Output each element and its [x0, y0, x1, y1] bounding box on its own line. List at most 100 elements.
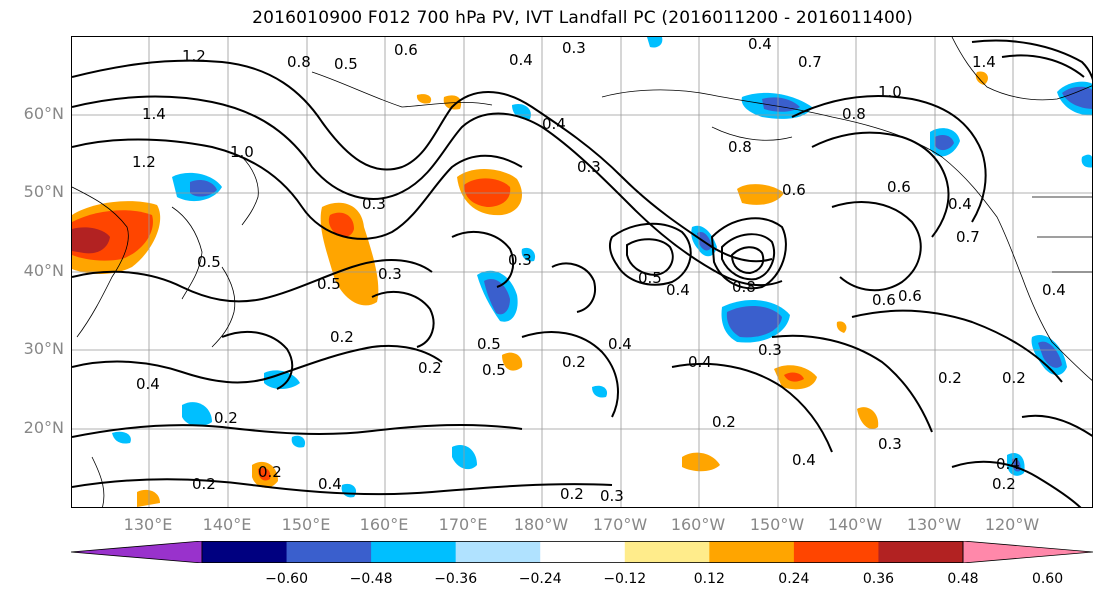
warm-patch	[502, 352, 523, 371]
lat-label-20n: 20°N	[23, 418, 64, 437]
contour-label: 0.2	[938, 369, 962, 387]
colorbar-tick-label: 0.24	[778, 571, 810, 587]
contour-label: 1.0	[878, 83, 902, 101]
lon-label-140e: 140°E	[202, 515, 252, 534]
warm-patch	[975, 71, 988, 85]
warm-patch	[328, 212, 354, 237]
contour-label: 0.2	[1002, 369, 1026, 387]
contour-label: 0.5	[317, 275, 341, 293]
contour-label: 0.2	[418, 359, 442, 377]
contour-labels: 1.2 0.8 0.6 0.5 0.3 0.4 0.4 1.4 1.0 0.8 …	[132, 37, 1066, 505]
colorbar-segment	[202, 541, 288, 563]
contour-label: 0.6	[782, 181, 806, 199]
colorbar-tick-label: 0.12	[693, 571, 725, 587]
cool-patch	[521, 247, 536, 262]
cool-patch	[592, 385, 608, 398]
map-panel: 1.2 0.8 0.6 0.5 0.3 0.4 0.4 1.4 1.0 0.8 …	[71, 36, 1093, 508]
contour-label: 0.6	[872, 291, 896, 309]
contour-label: 0.4	[608, 335, 632, 353]
contour-label: 1.4	[972, 53, 996, 71]
lon-label-170w: 170°W	[592, 515, 648, 534]
lon-label-130e: 130°E	[123, 515, 173, 534]
contour-label: 0.5	[334, 55, 358, 73]
colorbar-segment	[793, 541, 879, 563]
contour-label: 0.8	[842, 105, 866, 123]
contour-label: 0.4	[996, 455, 1020, 473]
contour-label: 0.4	[136, 375, 160, 393]
colorbar-tick-label: 0.48	[947, 571, 979, 587]
warm-patch	[784, 372, 804, 382]
contour-label: 0.4	[666, 281, 690, 299]
cool-patch	[452, 445, 477, 470]
contour-label: 0.3	[562, 39, 586, 57]
lat-label-30n: 30°N	[23, 339, 64, 358]
contour-label: 0.7	[798, 53, 822, 71]
contour-label: 0.2	[560, 485, 584, 503]
cool-patch	[935, 135, 954, 151]
colorbar-tick-label: 0.60	[1031, 571, 1064, 587]
contour-label: 1.2	[182, 47, 206, 65]
lon-label-170e: 170°E	[438, 515, 488, 534]
contour-label: 0.4	[509, 51, 533, 69]
contour-label: 0.5	[482, 361, 506, 379]
colorbar-extend-high	[962, 540, 1094, 564]
contour-label: 0.4	[688, 353, 712, 371]
cool-patch	[1081, 154, 1092, 168]
contour-label: 0.2	[330, 328, 354, 346]
contour-label: 0.8	[287, 53, 311, 71]
colorbar-segment	[286, 541, 372, 563]
contour-label: 0.6	[887, 178, 911, 196]
contour-label: 0.3	[878, 435, 902, 453]
contour-label: 0.4	[1042, 281, 1066, 299]
lon-label-150w: 150°W	[749, 515, 805, 534]
contour-label: 0.8	[728, 138, 752, 156]
contour-label: 0.2	[992, 475, 1016, 493]
contour-label: 0.5	[477, 335, 501, 353]
lat-label-60n: 60°N	[23, 104, 64, 123]
map-title: 2016010900 F012 700 hPa PV, IVT Landfall…	[252, 8, 913, 28]
contour-label: 0.8	[732, 278, 756, 296]
lon-label-180w: 180°W	[513, 515, 569, 534]
colorbar-tick-label: −0.36	[434, 571, 478, 587]
lon-label-140w: 140°W	[827, 515, 883, 534]
contour-label: 1.2	[132, 153, 156, 171]
contour-label: 0.4	[542, 115, 566, 133]
contour-label: 1.4	[142, 105, 166, 123]
contour-label: 0.3	[378, 265, 402, 283]
colorbar-border	[201, 541, 964, 564]
cool-patch	[182, 402, 212, 427]
lon-label-130w: 130°W	[906, 515, 962, 534]
cool-patch	[291, 435, 306, 448]
lat-label-40n: 40°N	[23, 261, 64, 280]
contour-label: 0.4	[748, 37, 772, 53]
colorbar-segment	[540, 541, 626, 563]
contour-label: 1.0	[230, 143, 254, 161]
lon-label-150e: 150°E	[281, 515, 331, 534]
contour-label: 0.4	[318, 475, 342, 493]
cool-patch	[726, 305, 782, 338]
colorbar-tick-label: −0.24	[518, 571, 562, 587]
warm-patch	[857, 407, 879, 429]
warm-patch	[258, 467, 271, 481]
cool-patch	[1038, 341, 1062, 368]
contour-label: 0.2	[192, 475, 216, 493]
contour-label: 0.2	[712, 413, 736, 431]
cool-patch	[112, 431, 131, 444]
contour-label: 0.2	[258, 463, 282, 481]
cool-patch	[341, 483, 357, 498]
colorbar-segment	[878, 541, 964, 563]
warm-patch	[416, 94, 432, 104]
lon-label-120w: 120°W	[984, 515, 1040, 534]
colorbar-segment	[709, 541, 795, 563]
cool-patch	[1062, 86, 1092, 109]
lon-label-160e: 160°E	[359, 515, 409, 534]
cool-patch	[647, 37, 663, 48]
lat-label-50n: 50°N	[23, 182, 64, 201]
warm-patch	[682, 452, 720, 472]
contour-label: 0.3	[758, 341, 782, 359]
contour-label: 0.5	[197, 253, 221, 271]
contour-label: 0.6	[394, 41, 418, 59]
colorbar-segment	[624, 541, 710, 563]
colorbar	[70, 540, 1094, 564]
contour-label: 0.7	[956, 228, 980, 246]
